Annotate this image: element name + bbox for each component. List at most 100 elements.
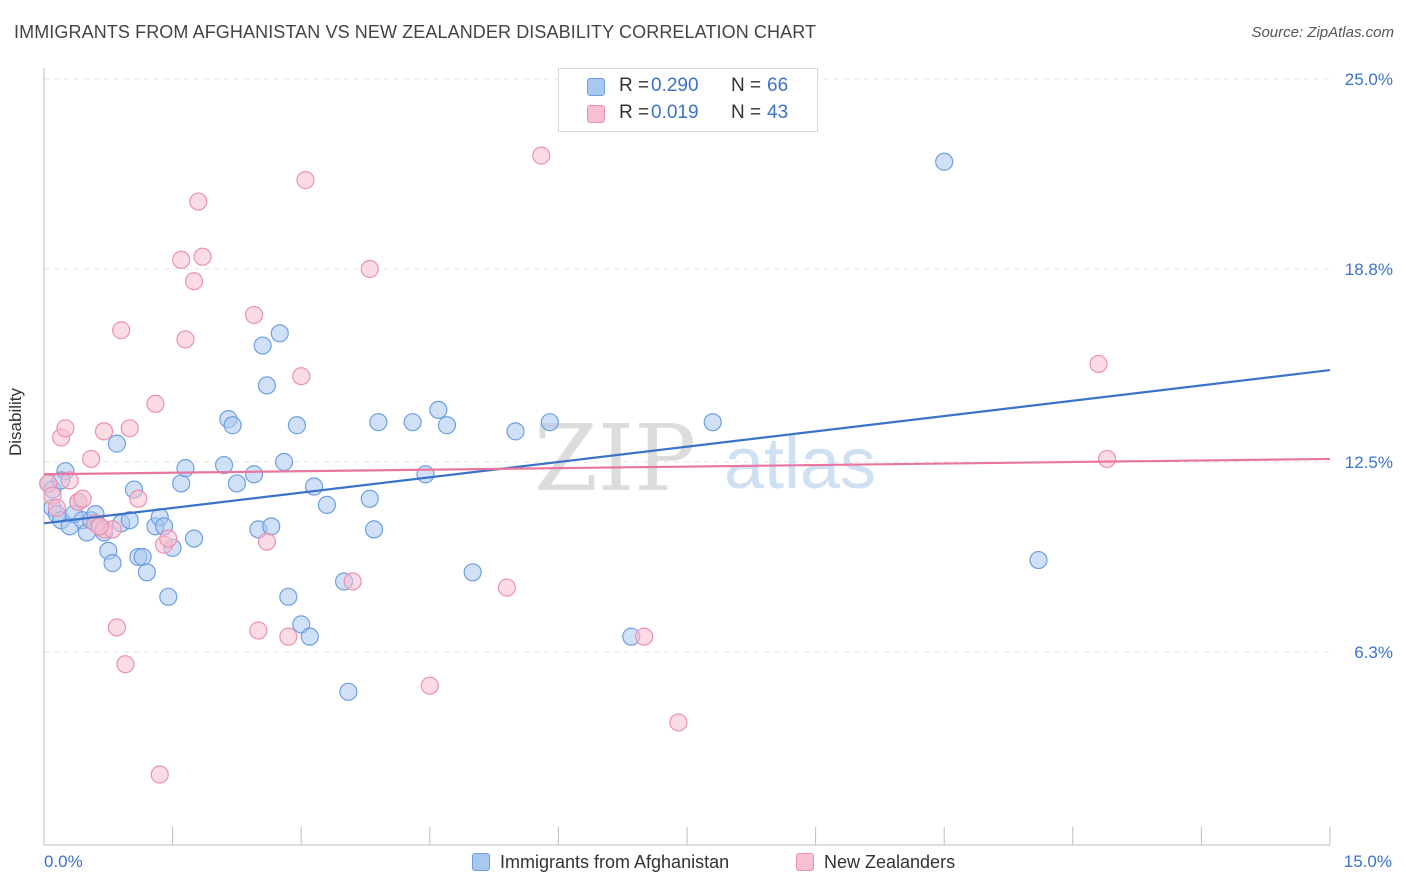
data-point	[257, 532, 277, 551]
series-legend-new-zealanders[interactable]: New Zealanders	[796, 852, 955, 873]
data-point	[343, 572, 362, 591]
data-point	[133, 547, 152, 567]
x-tick-max: 15.0%	[1343, 852, 1392, 871]
data-point	[360, 489, 379, 508]
y-tick-label: 25.0%	[1345, 70, 1393, 89]
data-point	[1029, 550, 1048, 570]
y-tick-label: 12.5%	[1345, 453, 1393, 472]
data-point	[244, 465, 264, 484]
data-point	[1089, 354, 1108, 374]
grid-lines	[44, 78, 1330, 653]
data-point	[249, 621, 268, 640]
data-point	[300, 627, 319, 646]
data-point	[214, 455, 234, 475]
data-point	[287, 416, 307, 435]
data-point	[339, 682, 358, 701]
series-new-zealanders	[39, 146, 1117, 784]
legend-swatch-new-zealanders	[796, 853, 814, 871]
data-point	[103, 554, 122, 573]
chart-title: IMMIGRANTS FROM AFGHANISTAN VS NEW ZEALA…	[14, 22, 817, 42]
y-tick-label: 18.8%	[1345, 260, 1393, 279]
data-point	[257, 376, 277, 395]
data-point	[82, 449, 101, 469]
data-point	[47, 498, 66, 518]
y-tick-labels: 6.3% 12.5% 18.8% 25.0%	[1345, 70, 1393, 662]
data-point	[420, 676, 439, 695]
data-point	[90, 517, 109, 536]
data-point	[364, 520, 384, 539]
source-label: Source: ZipAtlas.com	[1251, 24, 1394, 41]
data-point	[56, 419, 75, 438]
data-point	[146, 394, 165, 413]
x-tick-min: 0.0%	[44, 852, 83, 871]
data-point	[107, 434, 126, 453]
data-point	[107, 618, 126, 637]
data-point	[703, 413, 722, 432]
data-point	[360, 259, 379, 279]
legend-r-label: R =	[619, 102, 650, 123]
data-point	[262, 517, 281, 536]
data-point	[463, 563, 482, 582]
data-point	[184, 272, 204, 291]
data-point	[227, 474, 246, 493]
data-point	[172, 250, 191, 269]
data-point	[172, 474, 191, 493]
data-point	[159, 529, 178, 548]
series-afghanistan	[39, 152, 1048, 701]
data-point	[669, 713, 688, 732]
trend-line	[43, 368, 1331, 525]
series-legend-afghanistan[interactable]: Immigrants from Afghanistan	[472, 852, 729, 873]
data-point	[137, 563, 156, 582]
legend-r-label: R =	[619, 75, 650, 96]
data-point	[129, 489, 148, 508]
legend-n-value: 66	[767, 75, 789, 96]
data-point	[116, 655, 135, 674]
trend-lines	[43, 368, 1331, 525]
trend-line	[43, 457, 1331, 476]
data-point	[176, 330, 195, 349]
legend-n-label: N =	[731, 75, 762, 96]
data-point	[274, 452, 294, 472]
data-point	[253, 336, 272, 355]
data-point	[292, 367, 311, 386]
data-point	[244, 305, 264, 325]
legend-r-value: 0.290	[651, 75, 699, 96]
data-point	[437, 416, 457, 435]
data-point	[94, 422, 114, 441]
data-point	[317, 495, 337, 514]
watermark-zip: ZIP	[534, 405, 696, 512]
correlation-legend: R = 0.290 N = 66 R = 0.019 N = 43	[558, 68, 818, 132]
scatter-points	[39, 146, 1117, 784]
data-point	[159, 587, 178, 606]
data-point	[120, 511, 139, 530]
data-point	[540, 413, 559, 432]
legend-swatch-afghanistan	[587, 78, 605, 96]
data-point	[223, 416, 242, 435]
legend-n-value: 43	[767, 102, 789, 123]
legend-swatch-afghanistan	[472, 853, 490, 871]
y-tick-label: 6.3%	[1354, 643, 1393, 662]
data-point	[279, 627, 298, 646]
data-point	[189, 192, 208, 211]
data-point	[150, 765, 169, 784]
data-point	[184, 529, 204, 548]
data-point	[279, 587, 298, 606]
data-point	[416, 465, 435, 484]
legend-swatch-new-zealanders	[587, 105, 605, 123]
data-point	[497, 578, 517, 597]
data-point	[270, 324, 289, 343]
data-point	[296, 171, 315, 190]
axes	[43, 68, 1331, 846]
y-axis-label: Disability	[6, 387, 25, 456]
data-point	[429, 400, 448, 420]
data-point	[635, 627, 654, 646]
legend-label-new-zealanders: New Zealanders	[824, 852, 956, 872]
data-point	[176, 459, 195, 478]
data-point	[403, 413, 422, 432]
legend-label-afghanistan: Immigrants from Afghanistan	[500, 852, 730, 872]
data-point	[935, 152, 954, 171]
data-point	[60, 471, 79, 490]
legend-r-value: 0.019	[651, 102, 699, 123]
data-point	[369, 413, 388, 432]
